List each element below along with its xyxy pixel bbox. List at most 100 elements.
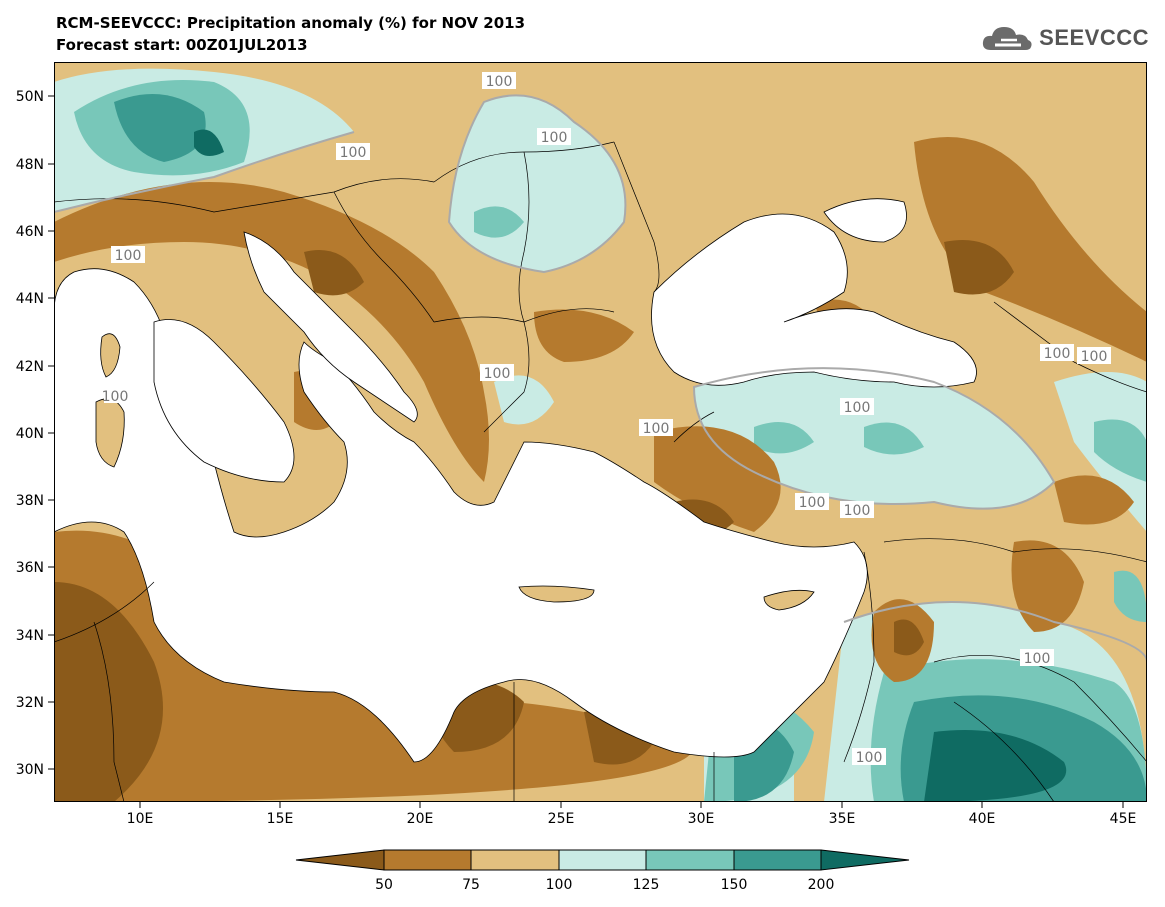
logo-text: SEEVCCC [1039, 25, 1149, 50]
colorbar-label: 125 [633, 877, 660, 893]
svg-text:100: 100 [799, 495, 826, 511]
lon-tick: 25E [548, 802, 575, 827]
country-borders [54, 141, 1147, 802]
svg-text:100: 100 [1024, 651, 1051, 667]
svg-text:40E: 40E [969, 811, 996, 827]
lat-tick: 42N [16, 359, 54, 375]
land-crete [518, 585, 595, 603]
svg-text:45E: 45E [1110, 811, 1137, 827]
colorbar-legend: 50 75 100 125 150 200 [295, 849, 910, 893]
svg-text:36N: 36N [16, 560, 44, 576]
precipitation-anomaly-map: 100 100 100 100 100 100 100 100 100 100 … [54, 62, 1147, 802]
anomaly-zone-below-50 [54, 582, 163, 802]
anomaly-zone-125-150 [864, 422, 924, 455]
contour-label: 100 [1077, 347, 1111, 365]
svg-text:44N: 44N [16, 291, 44, 307]
lon-tick: 35E [829, 802, 856, 827]
seevccc-logo: SEEVCCC [981, 22, 1149, 54]
svg-text:38N: 38N [16, 493, 44, 509]
land-cyprus [763, 589, 815, 611]
colorbar-segment-below-50 [295, 849, 385, 871]
contour-label: 100 [480, 364, 514, 382]
longitude-axis: 10E 15E 20E 25E 30E 35E 40E 45E [127, 802, 1137, 827]
contour-label: 100 [795, 493, 829, 511]
svg-text:35E: 35E [829, 811, 856, 827]
svg-text:50N: 50N [16, 89, 44, 105]
anomaly-zone-50-75 [914, 137, 1147, 362]
svg-text:100: 100 [541, 130, 568, 146]
svg-text:100: 100 [115, 248, 142, 264]
svg-text:25E: 25E [548, 811, 575, 827]
colorbar-label: 75 [462, 877, 480, 893]
anomaly-zone-100-125 [494, 375, 554, 425]
lon-tick: 20E [407, 802, 433, 827]
lat-tick: 38N [16, 493, 54, 509]
anomaly-zone-50-75 [654, 426, 781, 532]
sea-mediterranean [54, 268, 868, 763]
anomaly-zone-150-200 [114, 94, 206, 162]
colorbar-segment-75-100 [470, 849, 560, 871]
map-border [54, 62, 1147, 802]
svg-text:100: 100 [856, 750, 883, 766]
colorbar-segment-above-200 [820, 849, 910, 871]
contour-label: 100 [639, 419, 673, 437]
lat-tick: 34N [16, 628, 54, 644]
svg-text:100: 100 [844, 400, 871, 416]
lon-tick: 40E [969, 802, 996, 827]
lat-tick: 44N [16, 291, 54, 307]
svg-text:100: 100 [1081, 349, 1108, 365]
colorbar-segment-100-125 [558, 849, 647, 871]
lat-tick: 30N [16, 762, 54, 778]
svg-text:48N: 48N [16, 157, 44, 173]
sea-black-sea [651, 213, 977, 388]
contour-label: 100 [111, 246, 145, 264]
svg-text:34N: 34N [16, 628, 44, 644]
svg-text:100: 100 [340, 145, 367, 161]
colorbar-segment-50-75 [383, 849, 472, 871]
lat-tick: 36N [16, 560, 54, 576]
svg-text:100: 100 [484, 366, 511, 382]
anomaly-zone-50-75 [534, 309, 634, 362]
svg-text:40N: 40N [16, 426, 44, 442]
lon-tick: 15E [267, 802, 293, 827]
svg-text:100: 100 [1044, 346, 1071, 362]
lat-tick: 32N [16, 695, 54, 711]
contour-label: 100 [840, 398, 874, 416]
svg-text:30N: 30N [16, 762, 44, 778]
contour-label: 100 [482, 72, 516, 90]
anomaly-zone-50-75 [54, 530, 695, 802]
svg-text:10E: 10E [127, 811, 154, 827]
lat-tick: 40N [16, 426, 54, 442]
sea-azov [823, 198, 907, 243]
svg-text:32N: 32N [16, 695, 44, 711]
svg-text:100: 100 [102, 389, 129, 405]
contour-label: 100 [1040, 344, 1074, 362]
contour-label: 100 [537, 128, 571, 146]
colorbar-label: 200 [808, 877, 835, 893]
anomaly-zone-125-150 [754, 422, 814, 454]
svg-text:42N: 42N [16, 359, 44, 375]
colorbar-label: 100 [546, 877, 573, 893]
contour-label: 100 [840, 501, 874, 519]
lon-tick: 30E [688, 802, 714, 827]
sea-adriatic [243, 231, 418, 423]
anomaly-zone-50-75 [1054, 475, 1134, 525]
svg-text:100: 100 [643, 421, 670, 437]
svg-text:46N: 46N [16, 224, 44, 240]
anomaly-zone-50-75 [1011, 540, 1084, 632]
lon-tick: 45E [1110, 802, 1137, 827]
anomaly-zone-125-150 [1114, 570, 1147, 622]
anomaly-zone-125-150 [1094, 419, 1147, 482]
lat-tick: 50N [16, 89, 54, 105]
colorbar-segment-150-200 [733, 849, 822, 871]
sea-tyrrhenian [153, 319, 295, 483]
contour-label: 100 [102, 389, 129, 405]
contour-lines [54, 94, 1147, 663]
contour-label: 100 [336, 143, 370, 161]
forecast-start-subtitle: Forecast start: 00Z01JUL2013 [56, 36, 308, 54]
svg-text:100: 100 [844, 503, 871, 519]
contour-label: 100 [852, 748, 886, 766]
colorbar-label: 150 [721, 877, 748, 893]
title-block: RCM-SEEVCCC: Precipitation anomaly (%) f… [56, 12, 525, 56]
